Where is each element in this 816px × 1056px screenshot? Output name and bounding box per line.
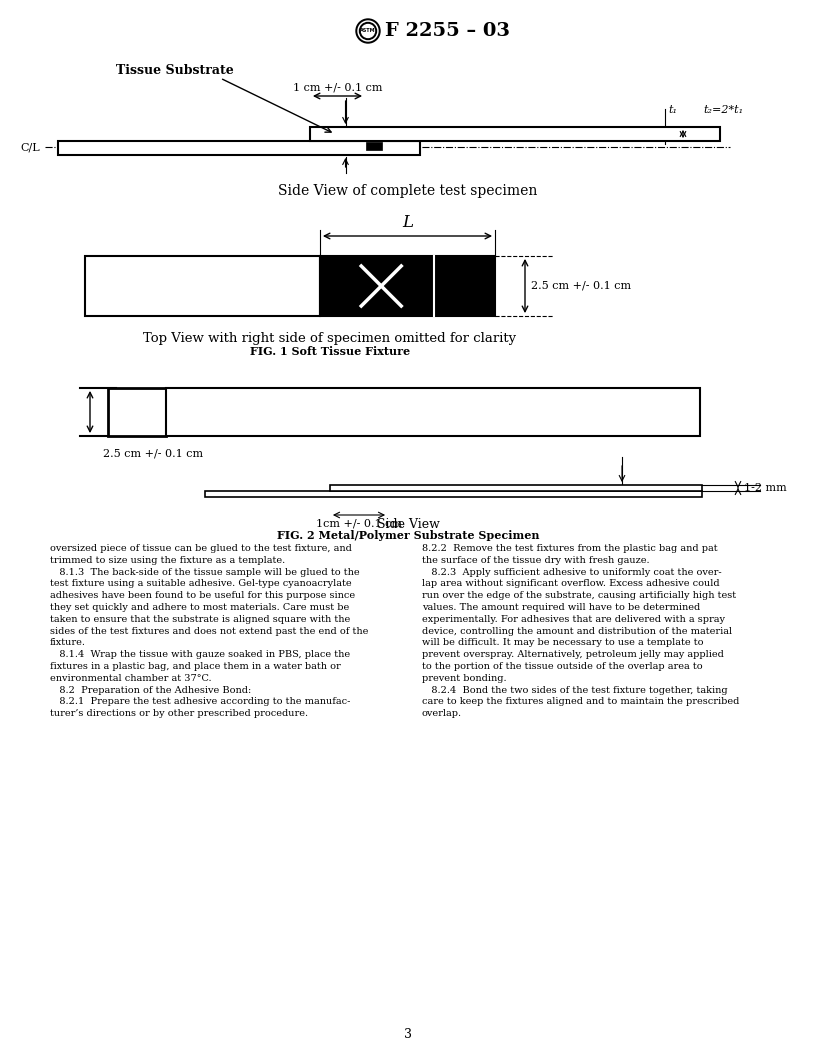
Circle shape (356, 19, 380, 43)
Bar (166, 388, 700, 436)
Text: C/L: C/L (20, 142, 40, 152)
Bar (320, 256, 495, 316)
Bar (108, 388, 166, 436)
Text: 1cm +/- 0.1 cm: 1cm +/- 0.1 cm (316, 518, 402, 528)
Text: t₁: t₁ (668, 105, 677, 115)
Bar (85, 256, 320, 316)
Text: 1-2 mm: 1-2 mm (744, 483, 787, 493)
Text: Top View with right side of specimen omitted for clarity: Top View with right side of specimen omi… (144, 332, 517, 345)
Bar (330, 485, 702, 491)
Bar (310, 127, 720, 142)
Text: oversized piece of tissue can be glued to the test fixture, and
trimmed to size : oversized piece of tissue can be glued t… (50, 544, 368, 718)
Circle shape (361, 24, 375, 38)
Text: 1 cm +/- 0.1 cm: 1 cm +/- 0.1 cm (293, 82, 382, 92)
Circle shape (358, 21, 378, 41)
Text: FIG. 1 Soft Tissue Fixture: FIG. 1 Soft Tissue Fixture (250, 346, 410, 357)
Text: 8.2.2  Remove the test fixtures from the plastic bag and pat
the surface of the : 8.2.2 Remove the test fixtures from the … (422, 544, 739, 718)
Text: Side View of complete test specimen: Side View of complete test specimen (278, 184, 538, 199)
Text: 2.5 cm +/- 0.1 cm: 2.5 cm +/- 0.1 cm (103, 448, 203, 458)
Text: FIG. 2 Metal/Polymer Substrate Specimen: FIG. 2 Metal/Polymer Substrate Specimen (277, 530, 539, 541)
Bar (366, 142, 382, 150)
Bar (58, 142, 420, 155)
Text: 3: 3 (404, 1027, 412, 1040)
Text: ASTM: ASTM (360, 29, 376, 34)
Text: t₂=2*t₁: t₂=2*t₁ (703, 105, 743, 115)
Text: Side View: Side View (376, 518, 440, 531)
Circle shape (360, 22, 376, 39)
Text: F 2255 – 03: F 2255 – 03 (385, 22, 510, 40)
Text: 2.5 cm +/- 0.1 cm: 2.5 cm +/- 0.1 cm (531, 281, 631, 291)
Bar (205, 491, 702, 497)
Text: L: L (402, 214, 413, 231)
Text: Tissue Substrate: Tissue Substrate (116, 64, 234, 77)
